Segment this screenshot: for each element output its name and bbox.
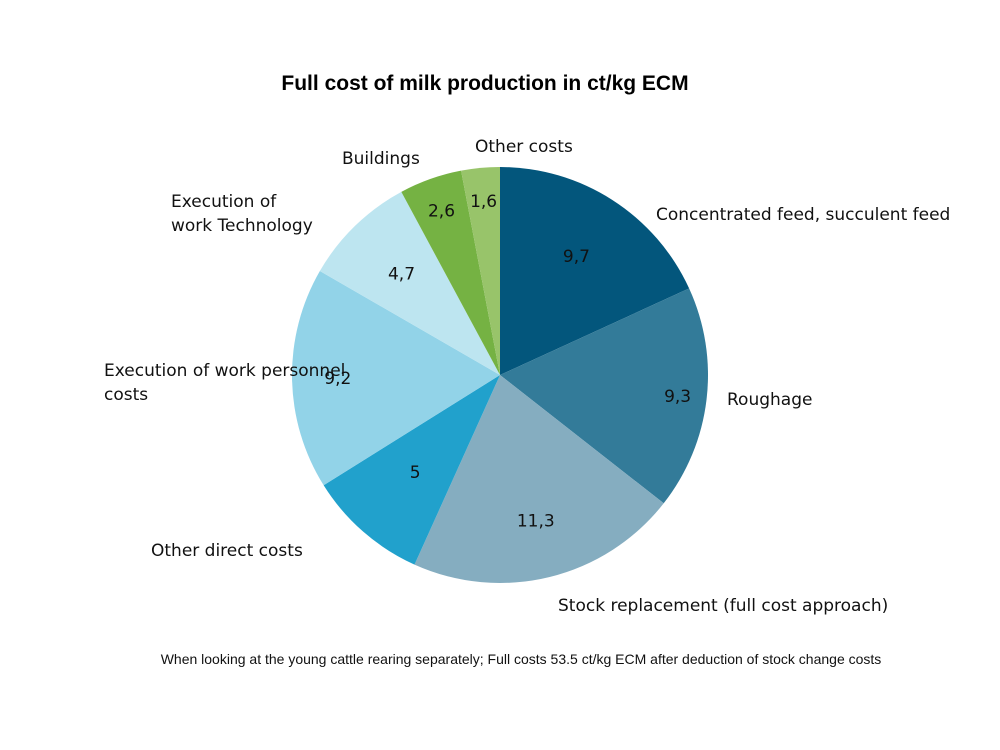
pie-slice bbox=[500, 288, 709, 504]
pie-slice bbox=[401, 170, 500, 375]
chart-title: Full cost of milk production in ct/kg EC… bbox=[281, 72, 688, 95]
pie-slice bbox=[461, 167, 500, 375]
chart-footnote: When looking at the young cattle rearing… bbox=[161, 651, 882, 667]
pie-slice bbox=[414, 375, 664, 584]
slice-value-label: 4,7 bbox=[388, 265, 415, 285]
pie-slice bbox=[319, 191, 500, 375]
pie-slice bbox=[323, 375, 500, 565]
pie-slices bbox=[292, 167, 709, 584]
pie-slice bbox=[500, 167, 690, 375]
value-labels: 9,7 9,3 11,3 5 9,2 4,7 2,6 1,6 bbox=[324, 192, 691, 531]
slice-category-label: Roughage bbox=[727, 390, 812, 410]
slice-category-label: Concentrated feed, succulent feed bbox=[656, 205, 950, 225]
slice-value-label: 11,3 bbox=[517, 511, 555, 531]
slice-value-label: 9,7 bbox=[563, 247, 590, 267]
slice-category-label: Stock replacement (full cost approach) bbox=[558, 596, 888, 616]
slice-category-label: Execution of work personnel costs bbox=[104, 361, 345, 405]
slice-category-label: Buildings bbox=[342, 149, 420, 169]
pie-slice bbox=[292, 271, 500, 486]
slice-category-label: Execution of work Technology bbox=[171, 192, 313, 236]
slice-value-label: 2,6 bbox=[428, 201, 455, 221]
slice-value-label: 1,6 bbox=[470, 192, 497, 212]
slice-value-label: 5 bbox=[410, 463, 421, 483]
slice-category-label: Other direct costs bbox=[151, 541, 303, 561]
slice-value-label: 9,2 bbox=[324, 369, 351, 389]
slice-labels: Concentrated feed, succulent feed Roughag… bbox=[104, 137, 950, 616]
slice-category-label: Other costs bbox=[475, 137, 573, 157]
slice-value-label: 9,3 bbox=[664, 387, 691, 407]
